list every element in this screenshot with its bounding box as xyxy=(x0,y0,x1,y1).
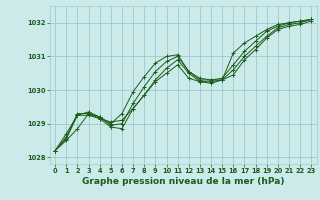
X-axis label: Graphe pression niveau de la mer (hPa): Graphe pression niveau de la mer (hPa) xyxy=(82,177,284,186)
